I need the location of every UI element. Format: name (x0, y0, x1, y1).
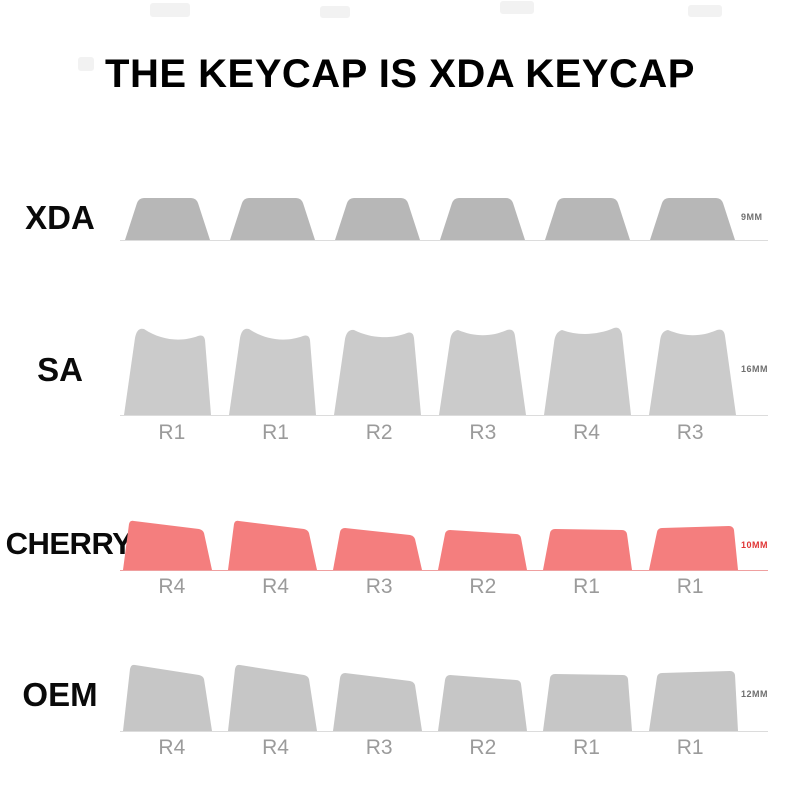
height-label-xda: 9MM (741, 212, 763, 222)
profile-name-cherry: CHERRY (5, 525, 133, 561)
xda-keycap-5 (545, 198, 630, 240)
sa-keycap-1 (124, 328, 211, 415)
oem-keycap-1 (123, 664, 212, 731)
cherry-keycaps-illustration (123, 520, 738, 570)
cherry-keycap-5 (543, 529, 632, 570)
baseline (120, 570, 768, 571)
sa-key-label: R1 (262, 421, 289, 444)
profile-name-sa: SA (37, 351, 83, 388)
oem-keycap-6 (649, 671, 738, 731)
sa-keycaps-illustration (124, 327, 736, 415)
sa-key-label: R3 (469, 421, 497, 444)
watermark-mark (500, 1, 534, 14)
oem-keycap-3 (333, 673, 422, 731)
oem-key-label: R1 (676, 736, 704, 759)
xda-keycaps-illustration (125, 198, 735, 240)
oem-keycaps-illustration (123, 664, 738, 731)
page-title: THE KEYCAP IS XDA KEYCAP (105, 52, 695, 96)
baseline (120, 240, 768, 241)
cherry-row-labels: R4 R4 R3 R2 R1 R1 (120, 575, 742, 599)
oem-key-label: R1 (573, 736, 600, 759)
cherry-keycap-6 (649, 526, 738, 570)
row-xda: XDA 9MM (0, 196, 800, 256)
row-cherry: CHERRY 10MM R4 R4 R3 R2 R1 R1 (0, 517, 800, 612)
oem-keycap-4 (438, 675, 527, 731)
cherry-key-label: R1 (573, 575, 600, 598)
sa-key-label: R1 (158, 421, 186, 444)
sa-key-label: R4 (573, 421, 600, 444)
cherry-keycap-1 (123, 520, 212, 570)
cherry-key-label: R2 (469, 575, 497, 598)
sa-keycap-6 (649, 329, 736, 415)
sa-keycap-5 (544, 327, 631, 415)
watermark-mark (320, 6, 350, 18)
watermark-mark (150, 3, 190, 17)
watermark-mark (688, 5, 722, 17)
cherry-keycap-4 (438, 530, 527, 570)
oem-row-labels: R4 R4 R3 R2 R1 R1 (120, 736, 742, 760)
cherry-keycap-3 (333, 528, 422, 570)
row-oem: OEM 12MM R4 R4 R3 R2 R1 R1 (0, 659, 800, 759)
height-label-sa: 16MM (741, 364, 769, 374)
row-sa: SA 16MM R1 R1 R2 R3 R4 R3 (0, 325, 800, 450)
xda-keycap-1 (125, 198, 210, 240)
oem-key-label: R4 (262, 736, 289, 759)
oem-key-label: R3 (365, 736, 393, 759)
oem-key-label: R4 (158, 736, 186, 759)
xda-keycap-2 (230, 198, 315, 240)
watermark-mark (78, 57, 94, 71)
cherry-key-label: R1 (676, 575, 704, 598)
height-label-cherry: 10MM (741, 540, 769, 550)
cherry-key-label: R4 (262, 575, 289, 598)
oem-keycap-5 (543, 674, 632, 731)
profile-name-oem: OEM (22, 676, 98, 713)
sa-keycap-2 (229, 328, 316, 415)
cherry-key-label: R4 (158, 575, 186, 598)
oem-key-label: R2 (469, 736, 497, 759)
xda-keycap-6 (650, 198, 735, 240)
xda-keycap-3 (335, 198, 420, 240)
cherry-keycap-2 (228, 520, 317, 570)
baseline (120, 415, 768, 416)
sa-key-label: R2 (365, 421, 393, 444)
xda-keycap-4 (440, 198, 525, 240)
baseline (120, 731, 768, 732)
sa-keycap-3 (334, 329, 421, 415)
sa-keycap-4 (439, 329, 526, 415)
sa-row-labels: R1 R1 R2 R3 R4 R3 (120, 421, 742, 445)
profile-name-xda: XDA (25, 199, 95, 236)
height-label-oem: 12MM (741, 689, 769, 699)
sa-key-label: R3 (676, 421, 704, 444)
oem-keycap-2 (228, 664, 317, 731)
cherry-key-label: R3 (365, 575, 393, 598)
